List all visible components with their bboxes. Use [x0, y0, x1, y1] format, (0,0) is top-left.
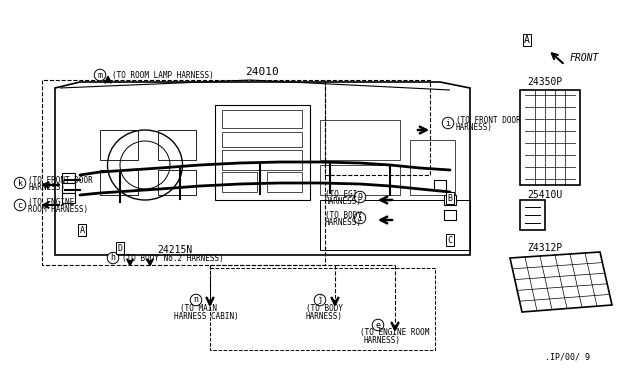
Text: 24215N: 24215N [157, 245, 193, 255]
Text: k: k [17, 179, 22, 187]
Text: i: i [445, 119, 451, 128]
Text: HARNESS): HARNESS) [325, 218, 362, 227]
Text: e: e [376, 321, 381, 330]
Text: (TO FRONT DOOR: (TO FRONT DOOR [28, 176, 93, 185]
Text: HARNESS): HARNESS) [456, 122, 493, 131]
Polygon shape [62, 193, 75, 203]
Text: m: m [97, 71, 102, 80]
Text: Z4312P: Z4312P [527, 243, 563, 253]
Text: 9: 9 [358, 192, 362, 202]
Polygon shape [444, 210, 456, 220]
Text: A: A [79, 225, 84, 234]
Text: ROOM HARNESS): ROOM HARNESS) [28, 205, 88, 214]
Text: n: n [193, 295, 198, 305]
Text: A: A [524, 35, 530, 45]
Text: (TO ENGINE ROOM: (TO ENGINE ROOM [360, 328, 429, 337]
Text: C: C [447, 235, 452, 244]
Text: (TO FRONT DOOR: (TO FRONT DOOR [456, 115, 521, 125]
Text: 24010: 24010 [245, 67, 279, 77]
Text: HARNESS): HARNESS) [325, 196, 362, 205]
Text: (TO BODY No.2 HARNESS): (TO BODY No.2 HARNESS) [122, 253, 224, 263]
Text: HARNESS): HARNESS) [364, 337, 401, 346]
Text: D: D [118, 244, 122, 253]
Text: HARNESS CABIN): HARNESS CABIN) [174, 311, 239, 321]
Text: .IP/00/ 9: .IP/00/ 9 [545, 353, 590, 362]
Text: j: j [317, 295, 323, 305]
Text: h: h [111, 253, 115, 263]
Text: HARNESS): HARNESS) [28, 183, 65, 192]
Text: (TO EGI: (TO EGI [325, 189, 357, 199]
Text: (TO BODY: (TO BODY [306, 304, 343, 312]
Text: HARNESS): HARNESS) [306, 311, 343, 321]
Text: (TO BODY: (TO BODY [325, 211, 362, 219]
Text: B: B [447, 193, 452, 202]
Text: (TO ENGINE: (TO ENGINE [28, 198, 74, 206]
Polygon shape [434, 180, 446, 190]
Polygon shape [62, 173, 75, 183]
Text: c: c [17, 201, 22, 209]
Text: FRONT: FRONT [570, 53, 600, 63]
Text: (TO ROOM LAMP HARNESS): (TO ROOM LAMP HARNESS) [112, 71, 214, 80]
Polygon shape [62, 183, 75, 193]
Text: i: i [358, 214, 362, 222]
Text: (TO MAIN: (TO MAIN [180, 304, 217, 312]
Text: 24350P: 24350P [527, 77, 563, 87]
Text: 25410U: 25410U [527, 190, 563, 200]
Polygon shape [444, 195, 456, 205]
